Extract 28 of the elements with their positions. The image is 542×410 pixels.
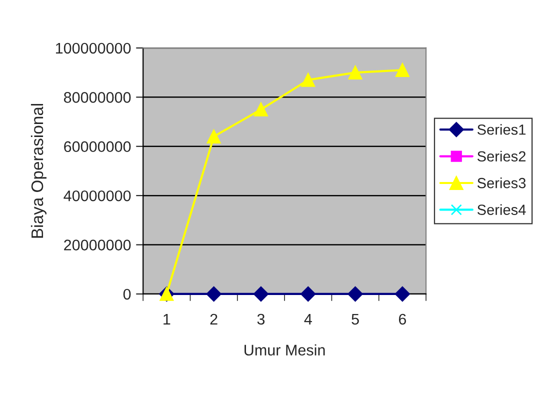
point <box>348 286 363 302</box>
x-tick-label: 3 <box>257 314 265 325</box>
y-tick-label: 80000000 <box>64 92 131 103</box>
y-axis-title: Biaya Operasional <box>30 104 46 238</box>
legend-label: Series3 <box>477 178 526 188</box>
legend-label: Series2 <box>477 150 526 162</box>
legend-label: Series1 <box>477 124 526 135</box>
y-tick-label: 100000000 <box>56 42 131 54</box>
x-axis-title: Umur Mesin <box>244 344 325 356</box>
y-tick-label: 20000000 <box>64 240 131 250</box>
x-tick-label: 1 <box>164 314 170 324</box>
point <box>395 63 410 78</box>
y-tick-label: 0 <box>123 288 131 300</box>
point <box>206 130 221 144</box>
x-tick-label: 6 <box>398 314 406 325</box>
legend-label: Series4 <box>477 204 526 215</box>
point <box>301 73 316 87</box>
x-tick-label: 5 <box>352 314 359 325</box>
x-tick-label: 4 <box>304 314 312 324</box>
y-tick-label: 60000000 <box>64 141 131 152</box>
point <box>300 286 316 302</box>
point <box>348 66 362 80</box>
point <box>253 286 269 302</box>
point <box>394 286 410 302</box>
point <box>206 286 222 302</box>
y-tick-label: 40000000 <box>64 190 131 202</box>
x-tick-label: 2 <box>210 314 218 324</box>
point <box>254 102 268 116</box>
